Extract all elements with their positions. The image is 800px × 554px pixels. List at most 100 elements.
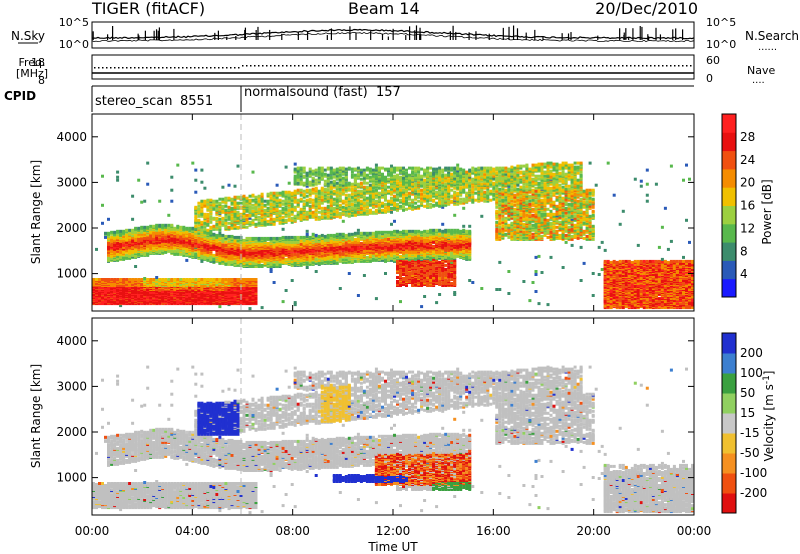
power-cell <box>323 206 327 210</box>
power-cell <box>155 228 159 232</box>
power-cell <box>359 241 363 245</box>
power-cell <box>266 241 270 245</box>
nave-dot <box>354 65 356 67</box>
power-cell <box>182 227 186 231</box>
power-cell <box>200 209 204 213</box>
power-cell <box>260 306 264 310</box>
power-cell <box>287 217 291 221</box>
power-cell <box>233 259 237 263</box>
power-cell <box>350 202 354 206</box>
power-cell <box>173 237 177 241</box>
power-cell <box>146 225 150 229</box>
power-cell <box>197 243 201 247</box>
power-cell <box>356 182 360 186</box>
power-cell <box>332 197 336 201</box>
power-cell <box>170 188 174 192</box>
power-cell <box>314 251 318 255</box>
nave-dot <box>134 67 136 69</box>
power-cell <box>236 225 240 229</box>
nave-dot <box>534 65 536 67</box>
power-cell <box>125 232 129 236</box>
nave-dot <box>162 67 164 69</box>
power-cell <box>302 174 306 178</box>
power-cell <box>356 231 360 235</box>
power-cell <box>350 192 354 196</box>
power-cell <box>236 201 240 205</box>
power-cell <box>218 231 222 235</box>
power-cell <box>317 170 321 174</box>
nave-dot <box>242 65 244 67</box>
power-cell <box>158 230 162 234</box>
power-cell <box>245 217 249 221</box>
power-cell <box>341 166 345 170</box>
power-cell <box>122 234 126 238</box>
nave-dot <box>410 65 412 67</box>
power-cell <box>341 176 345 180</box>
power-cell <box>353 231 357 235</box>
power-cell <box>152 224 156 228</box>
power-cell <box>350 187 354 191</box>
power-cell <box>293 235 297 239</box>
power-cell <box>329 195 333 199</box>
nave-dot <box>170 67 172 69</box>
power-cell <box>212 199 216 203</box>
power-cell <box>293 301 297 305</box>
nave-dot <box>306 65 308 67</box>
power-cell <box>356 172 360 176</box>
power-cell <box>116 252 120 256</box>
power-cell <box>125 278 129 281</box>
power-cell <box>314 270 318 273</box>
power-cell <box>122 245 126 249</box>
nave-dot <box>454 65 456 67</box>
power-cell <box>230 206 234 210</box>
power-cell <box>242 278 246 281</box>
power-cell <box>260 205 264 209</box>
power-cell <box>305 194 309 198</box>
nave-right-label: Nave <box>747 64 775 77</box>
power-cell <box>209 220 213 224</box>
power-cell <box>197 204 201 208</box>
power-cell <box>308 204 312 208</box>
nave-dot <box>554 65 556 67</box>
power-cell <box>278 198 282 202</box>
power-cell <box>317 166 321 170</box>
power-cell <box>224 218 228 222</box>
noise-right-dots: ...... <box>758 42 777 53</box>
power-cell <box>203 227 207 231</box>
nave-dot <box>570 65 572 67</box>
nave-dot <box>350 65 352 67</box>
power-cell <box>176 234 180 238</box>
power-cell <box>119 239 123 243</box>
power-cell <box>209 215 213 219</box>
power-cell <box>176 163 180 167</box>
power-cell <box>215 252 219 256</box>
power-cell <box>299 166 303 170</box>
power-cell <box>167 278 171 281</box>
nave-dot <box>478 65 480 67</box>
power-cell <box>161 278 165 281</box>
nave-dot <box>614 65 616 67</box>
power-cell <box>110 241 114 245</box>
power-cell <box>143 252 147 256</box>
nave-dot <box>618 65 620 67</box>
power-cell <box>266 222 270 226</box>
power-cell <box>317 215 321 219</box>
power-cell <box>353 210 357 214</box>
power-cell <box>269 196 273 200</box>
nave-dot <box>138 67 140 69</box>
freq-panel: Freq. [MHz] 18 8 60 0 Nave .... <box>16 54 776 87</box>
power-cell <box>299 193 303 197</box>
power-cell <box>164 223 168 227</box>
power-cell <box>347 181 351 185</box>
power-cell <box>305 229 309 233</box>
power-cell <box>179 278 183 281</box>
power-cell <box>251 236 255 240</box>
nave-dot <box>442 65 444 67</box>
power-cell <box>218 217 222 221</box>
power-cell <box>128 278 132 281</box>
power-cell <box>113 245 117 249</box>
power-cell <box>116 241 120 245</box>
power-cell <box>257 194 261 198</box>
power-cell <box>131 217 135 221</box>
